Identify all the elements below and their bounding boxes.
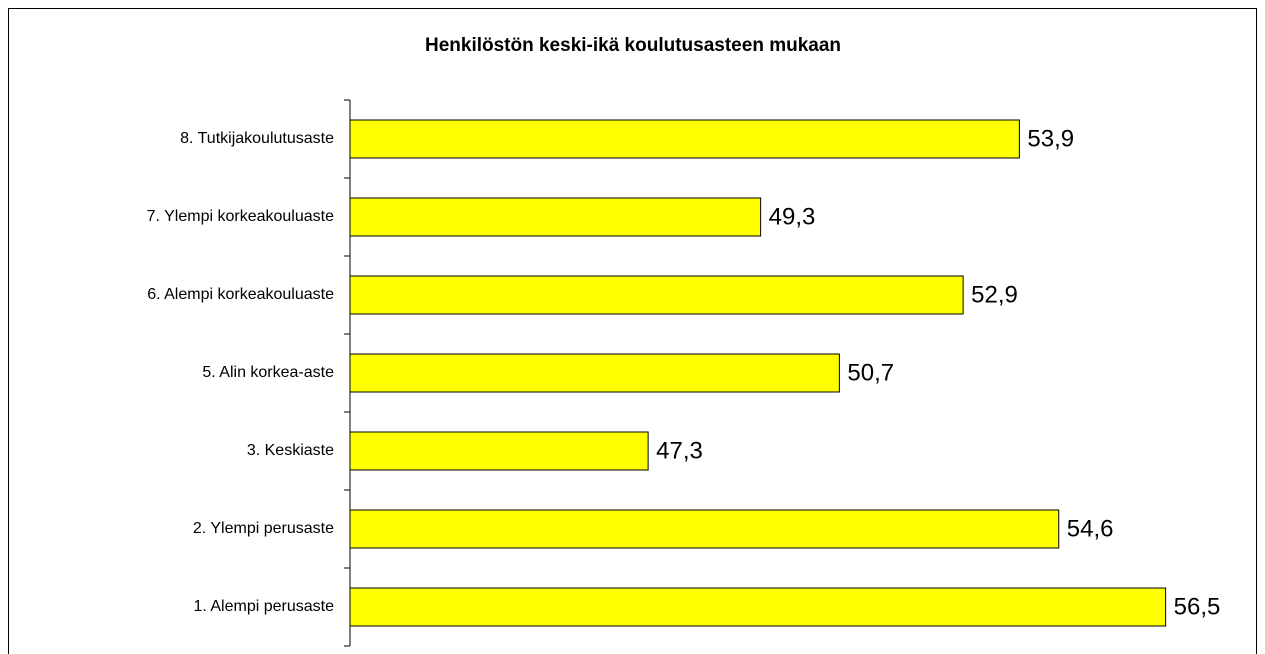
value-label: 47,3 bbox=[656, 437, 703, 464]
value-label: 53,9 bbox=[1027, 125, 1074, 152]
y-tick-label: 6. Alempi korkeakouluaste bbox=[147, 286, 334, 303]
y-tick-label: 5. Alin korkea-aste bbox=[202, 364, 334, 381]
value-label: 52,9 bbox=[971, 281, 1018, 308]
bar bbox=[349, 275, 964, 315]
y-tick-label: 8. Tutkijakoulutusaste bbox=[180, 130, 334, 147]
y-tick-label: 2. Ylempi perusaste bbox=[193, 520, 334, 537]
chart-border bbox=[8, 8, 1257, 654]
value-label: 49,3 bbox=[769, 203, 816, 230]
bar bbox=[349, 119, 1020, 159]
y-tick-label: 1. Alempi perusaste bbox=[193, 598, 334, 615]
chart-title: Henkilöstön keski-ikä koulutusasteen muk… bbox=[425, 35, 841, 56]
bar bbox=[349, 509, 1060, 549]
y-tick-label: 7. Ylempi korkeakouluaste bbox=[147, 208, 334, 225]
bar bbox=[349, 431, 649, 471]
bar bbox=[349, 353, 840, 393]
bar bbox=[349, 587, 1167, 627]
value-label: 50,7 bbox=[847, 359, 894, 386]
y-tick-label: 3. Keskiaste bbox=[247, 442, 334, 459]
value-label: 56,5 bbox=[1174, 593, 1221, 620]
value-label: 54,6 bbox=[1067, 515, 1114, 542]
bar bbox=[349, 197, 762, 237]
